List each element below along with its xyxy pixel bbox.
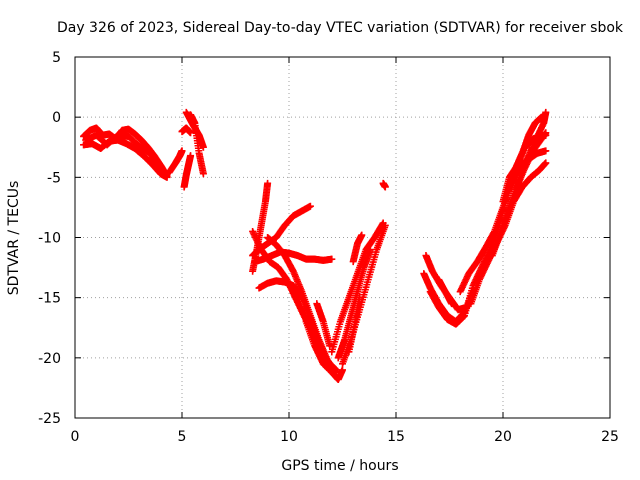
data-point-1620 xyxy=(448,300,456,308)
data-point-1461 xyxy=(381,183,389,191)
data-point-2020 xyxy=(542,159,550,167)
y-tick-label-1: -20 xyxy=(38,351,61,367)
data-point-1117 xyxy=(332,366,340,374)
data-point-547 xyxy=(187,129,195,137)
y-tick-label-0: -25 xyxy=(38,411,61,427)
x-tick-label-1: 5 xyxy=(178,429,187,445)
data-points xyxy=(80,108,550,383)
data-point-485 xyxy=(199,143,207,151)
data-point-448 xyxy=(187,152,195,160)
data-point-2251 xyxy=(538,113,546,121)
y-tick-label-3: -10 xyxy=(38,231,61,247)
data-point-1448 xyxy=(358,231,366,239)
chart-title: Day 326 of 2023, Sidereal Day-to-day VTE… xyxy=(57,20,624,36)
x-axis-label: GPS time / hours xyxy=(281,458,398,474)
data-point-374 xyxy=(163,172,171,180)
data-point-1790 xyxy=(542,147,550,155)
plot-border xyxy=(74,56,611,419)
y-tick-label-6: 5 xyxy=(52,50,61,66)
x-tick-label-4: 20 xyxy=(494,429,512,445)
grid xyxy=(75,57,610,418)
y-tick-label-5: 0 xyxy=(52,110,61,126)
axis-ticks: 0 5 10 15 20 25 -25 -20 -15 -10 -5 0 5 xyxy=(38,50,619,445)
data-point-790 xyxy=(328,255,336,263)
x-tick-label-5: 25 xyxy=(601,429,619,445)
data-point-1203 xyxy=(326,342,334,350)
x-tick-label-3: 15 xyxy=(387,429,405,445)
data-point-1398 xyxy=(381,221,389,229)
data-point-2105 xyxy=(542,108,550,116)
y-tick-label-4: -5 xyxy=(47,170,61,186)
data-point-2178 xyxy=(542,129,550,137)
data-point-522 xyxy=(199,170,207,178)
data-point-1178 xyxy=(339,366,346,374)
data-point-1423 xyxy=(356,294,364,302)
data-point-681 xyxy=(306,202,314,210)
data-point-411 xyxy=(178,147,186,155)
y-axis-label: SDTVAR / TECUs xyxy=(6,181,22,296)
data-point-596 xyxy=(264,179,272,187)
y-tick-label-2: -15 xyxy=(38,291,61,307)
x-tick-label-0: 0 xyxy=(71,429,80,445)
x-tick-label-2: 10 xyxy=(280,429,298,445)
